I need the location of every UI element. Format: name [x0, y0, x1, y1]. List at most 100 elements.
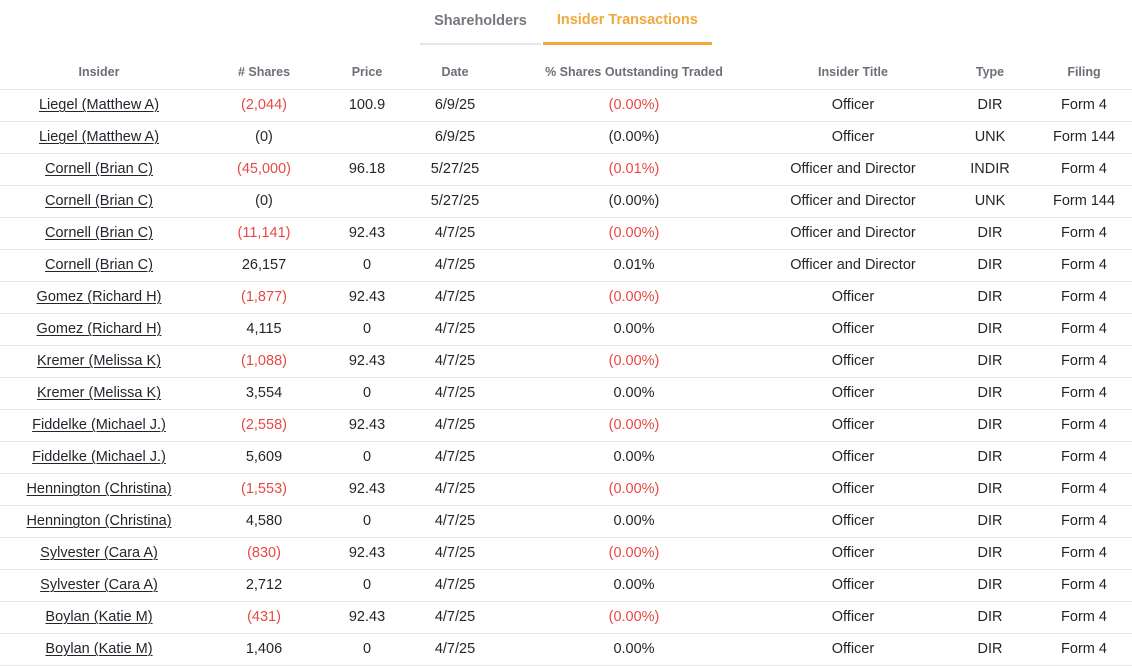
date-cell: 4/7/25: [404, 377, 506, 410]
tab-bar: Shareholders Insider Transactions: [0, 0, 1132, 45]
pct-outstanding-cell: (0.00%): [506, 281, 762, 314]
table-row: Boylan (Katie M) (431) 92.43 4/7/25 (0.0…: [0, 601, 1132, 634]
filing-cell: Form 4: [1036, 409, 1132, 442]
shares-cell: (0): [198, 185, 330, 218]
insider-title-cell: Officer: [762, 377, 944, 410]
filing-cell: Form 4: [1036, 89, 1132, 122]
pct-outstanding-cell: (0.01%): [506, 153, 762, 186]
date-cell: 4/7/25: [404, 505, 506, 538]
price-cell: 92.43: [330, 281, 404, 314]
table-header-row: Insider # Shares Price Date % Shares Out…: [0, 56, 1132, 90]
date-cell: 4/7/25: [404, 569, 506, 602]
insider-cell: Fiddelke (Michael J.): [0, 441, 198, 474]
filing-cell: Form 4: [1036, 569, 1132, 602]
insider-link[interactable]: Gomez (Richard H): [36, 321, 162, 337]
table-row: Cornell (Brian C) 26,157 0 4/7/25 0.01% …: [0, 249, 1132, 282]
filing-cell: Form 4: [1036, 441, 1132, 474]
pct-outstanding-cell: (0.00%): [506, 537, 762, 570]
insider-link[interactable]: Boylan (Katie M): [45, 641, 153, 657]
shares-cell: 3,554: [198, 377, 330, 410]
column-header-filing: Filing: [1036, 56, 1132, 90]
insider-link[interactable]: Kremer (Melissa K): [36, 385, 162, 401]
shares-cell: (1,088): [198, 345, 330, 378]
type-cell: DIR: [944, 409, 1036, 442]
date-cell: 4/7/25: [404, 217, 506, 250]
insider-link[interactable]: Cornell (Brian C): [45, 193, 153, 209]
insider-transactions-table: Insider # Shares Price Date % Shares Out…: [0, 56, 1132, 666]
insider-title-cell: Officer: [762, 121, 944, 154]
type-cell: UNK: [944, 121, 1036, 154]
column-header-price: Price: [330, 56, 404, 90]
insider-link[interactable]: Cornell (Brian C): [45, 161, 153, 177]
table-row: Fiddelke (Michael J.) (2,558) 92.43 4/7/…: [0, 409, 1132, 442]
insider-link[interactable]: Fiddelke (Michael J.): [32, 449, 166, 465]
pct-outstanding-cell: (0.00%): [506, 89, 762, 122]
insider-cell: Fiddelke (Michael J.): [0, 409, 198, 442]
insider-link[interactable]: Sylvester (Cara A): [40, 577, 158, 593]
pct-outstanding-cell: (0.00%): [506, 121, 762, 154]
insider-link[interactable]: Boylan (Katie M): [45, 609, 153, 625]
shares-cell: (830): [198, 537, 330, 570]
insider-cell: Sylvester (Cara A): [0, 569, 198, 602]
date-cell: 4/7/25: [404, 441, 506, 474]
insider-link[interactable]: Hennington (Christina): [26, 481, 172, 497]
shares-cell: 4,580: [198, 505, 330, 538]
price-cell: 0: [330, 441, 404, 474]
insider-link[interactable]: Liegel (Matthew A): [38, 129, 160, 145]
shares-cell: (2,558): [198, 409, 330, 442]
insider-link[interactable]: Gomez (Richard H): [36, 289, 162, 305]
type-cell: DIR: [944, 441, 1036, 474]
price-cell: 0: [330, 505, 404, 538]
price-cell: 92.43: [330, 537, 404, 570]
table-row: Cornell (Brian C) (45,000) 96.18 5/27/25…: [0, 153, 1132, 186]
type-cell: DIR: [944, 313, 1036, 346]
insider-link[interactable]: Cornell (Brian C): [45, 257, 153, 273]
filing-cell: Form 4: [1036, 153, 1132, 186]
insider-title-cell: Officer and Director: [762, 153, 944, 186]
date-cell: 4/7/25: [404, 473, 506, 506]
table-row: Hennington (Christina) (1,553) 92.43 4/7…: [0, 473, 1132, 506]
column-header-type: Type: [944, 56, 1036, 90]
pct-outstanding-cell: 0.00%: [506, 377, 762, 410]
table-row: Liegel (Matthew A) (0) 6/9/25 (0.00%) Of…: [0, 121, 1132, 154]
insider-cell: Cornell (Brian C): [0, 249, 198, 282]
tab-shareholders[interactable]: Shareholders: [420, 0, 541, 45]
filing-cell: Form 4: [1036, 537, 1132, 570]
insider-link[interactable]: Fiddelke (Michael J.): [32, 417, 166, 433]
type-cell: DIR: [944, 281, 1036, 314]
insider-link[interactable]: Sylvester (Cara A): [40, 545, 158, 561]
price-cell: 92.43: [330, 345, 404, 378]
type-cell: DIR: [944, 633, 1036, 666]
insider-link[interactable]: Hennington (Christina): [26, 513, 172, 529]
column-header-insider-title: Insider Title: [762, 56, 944, 90]
insider-cell: Boylan (Katie M): [0, 601, 198, 634]
table-row: Liegel (Matthew A) (2,044) 100.9 6/9/25 …: [0, 89, 1132, 122]
table-row: Hennington (Christina) 4,580 0 4/7/25 0.…: [0, 505, 1132, 538]
insider-cell: Hennington (Christina): [0, 505, 198, 538]
table-row: Kremer (Melissa K) 3,554 0 4/7/25 0.00% …: [0, 377, 1132, 410]
table-row: Gomez (Richard H) 4,115 0 4/7/25 0.00% O…: [0, 313, 1132, 346]
insider-link[interactable]: Liegel (Matthew A): [38, 97, 160, 113]
column-header-shares: # Shares: [198, 56, 330, 90]
pct-outstanding-cell: (0.00%): [506, 185, 762, 218]
insider-cell: Cornell (Brian C): [0, 153, 198, 186]
type-cell: DIR: [944, 473, 1036, 506]
type-cell: INDIR: [944, 153, 1036, 186]
date-cell: 4/7/25: [404, 313, 506, 346]
insider-link[interactable]: Kremer (Melissa K): [36, 353, 162, 369]
insider-cell: Gomez (Richard H): [0, 313, 198, 346]
filing-cell: Form 4: [1036, 377, 1132, 410]
price-cell: [330, 185, 404, 218]
insider-title-cell: Officer: [762, 281, 944, 314]
shares-cell: (1,553): [198, 473, 330, 506]
date-cell: 4/7/25: [404, 633, 506, 666]
insider-link[interactable]: Cornell (Brian C): [45, 225, 153, 241]
date-cell: 4/7/25: [404, 601, 506, 634]
pct-outstanding-cell: 0.00%: [506, 569, 762, 602]
price-cell: 0: [330, 313, 404, 346]
insider-cell: Kremer (Melissa K): [0, 345, 198, 378]
shares-cell: (45,000): [198, 153, 330, 186]
pct-outstanding-cell: (0.00%): [506, 409, 762, 442]
insider-cell: Cornell (Brian C): [0, 217, 198, 250]
tab-insider-transactions[interactable]: Insider Transactions: [542, 0, 712, 45]
